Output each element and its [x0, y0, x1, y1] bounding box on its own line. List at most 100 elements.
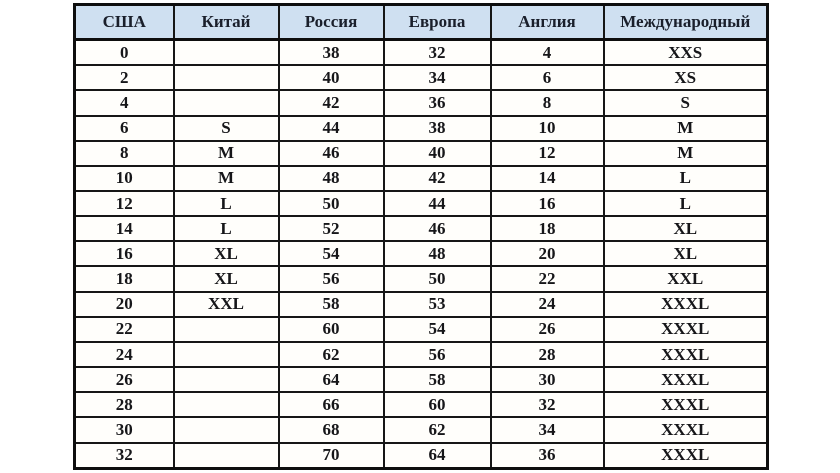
table-cell: 56 [382, 340, 492, 369]
table-cell: 18 [73, 265, 175, 293]
table-cell: XXXL [602, 391, 769, 419]
table-cell: 32 [382, 38, 492, 67]
table-cell: 42 [277, 89, 385, 117]
table-cell: 40 [382, 139, 492, 167]
table-cell: 66 [277, 391, 385, 419]
table-cell: L [172, 190, 280, 218]
table-cell: 14 [489, 164, 605, 193]
table-cell: 34 [489, 416, 605, 444]
table-cell [172, 366, 280, 394]
table-cell: XXS [602, 38, 769, 67]
table-cell: 44 [277, 114, 385, 142]
table-row: 10 M 48 42 14 L [73, 164, 769, 193]
table-row: 32 70 64 36 XXXL [73, 441, 769, 470]
table-cell: 54 [277, 240, 385, 268]
table-cell: 10 [73, 164, 175, 193]
table-cell: XXL [602, 265, 769, 293]
table-cell: 36 [489, 441, 605, 470]
table-cell: 24 [73, 340, 175, 369]
table-cell [172, 89, 280, 117]
table-cell: 46 [277, 139, 385, 167]
table-body: 0 38 32 4 XXS 2 40 34 6 XS 4 42 36 8 S 6 S 44 38 10 M 8 M 46 40 1… [73, 38, 769, 470]
table-row: 0 38 32 4 XXS [73, 38, 769, 67]
table-cell: 62 [277, 340, 385, 369]
table-cell: 34 [382, 64, 492, 92]
table-cell: 52 [277, 215, 385, 243]
table-row: 20 XXL 58 53 24 XXXL [73, 290, 769, 318]
table-cell: XXXL [602, 340, 769, 369]
table-cell: 50 [277, 190, 385, 218]
table-row: 2 40 34 6 XS [73, 64, 769, 92]
table-cell: 30 [489, 366, 605, 394]
table-cell [172, 315, 280, 343]
table-cell: L [602, 164, 769, 193]
table-cell: 4 [73, 89, 175, 117]
table-cell: 48 [382, 240, 492, 268]
table-cell: 0 [73, 38, 175, 67]
table-cell: 62 [382, 416, 492, 444]
table-cell: 40 [277, 64, 385, 92]
header-row: США Китай Россия Европа Англия Международный [73, 3, 769, 41]
table-cell: XXXL [602, 416, 769, 444]
table-cell: 60 [277, 315, 385, 343]
table-cell: 58 [382, 366, 492, 394]
table-cell: 53 [382, 290, 492, 318]
table-row: 12 L 50 44 16 L [73, 190, 769, 218]
table-row: 26 64 58 30 XXXL [73, 366, 769, 394]
size-conversion-table: США Китай Россия Европа Англия Международный … [73, 3, 769, 470]
table-cell: 54 [382, 315, 492, 343]
table-cell: 30 [73, 416, 175, 444]
table-cell: 46 [382, 215, 492, 243]
table-cell: 8 [73, 139, 175, 167]
table-cell: 16 [73, 240, 175, 268]
table-cell: 48 [277, 164, 385, 193]
table-cell: XXXL [602, 366, 769, 394]
table-cell: 58 [277, 290, 385, 318]
table-row: 28 66 60 32 XXXL [73, 391, 769, 419]
table-cell: XXXL [602, 441, 769, 470]
table-cell: 20 [73, 290, 175, 318]
table-cell: M [602, 139, 769, 167]
table-cell: L [172, 215, 280, 243]
table-cell: 64 [277, 366, 385, 394]
table-row: 14 L 52 46 18 XL [73, 215, 769, 243]
table-row: 6 S 44 38 10 M [73, 114, 769, 142]
table-cell: 26 [489, 315, 605, 343]
table-row: 30 68 62 34 XXXL [73, 416, 769, 444]
table-cell: S [602, 89, 769, 117]
table-cell: 8 [489, 89, 605, 117]
table-cell: 18 [489, 215, 605, 243]
table-cell: XXL [172, 290, 280, 318]
column-header: Россия [277, 3, 385, 41]
table-cell: 64 [382, 441, 492, 470]
column-header: Международный [602, 3, 769, 41]
table-cell: 38 [277, 38, 385, 67]
column-header: Китай [172, 3, 280, 41]
table-cell: XL [602, 240, 769, 268]
column-header: Европа [382, 3, 492, 41]
table-cell: XS [602, 64, 769, 92]
table-cell: 2 [73, 64, 175, 92]
table-cell: 4 [489, 38, 605, 67]
table-cell: 38 [382, 114, 492, 142]
table-cell: S [172, 114, 280, 142]
table-cell: 36 [382, 89, 492, 117]
table-cell: 32 [489, 391, 605, 419]
table-cell: 24 [489, 290, 605, 318]
table-cell [172, 38, 280, 67]
table-cell: 70 [277, 441, 385, 470]
table-cell: 22 [73, 315, 175, 343]
table-cell: 12 [489, 139, 605, 167]
table-cell [172, 340, 280, 369]
table-cell [172, 441, 280, 470]
table-cell: M [172, 139, 280, 167]
table-row: 4 42 36 8 S [73, 89, 769, 117]
table-header: США Китай Россия Европа Англия Международный [73, 3, 769, 41]
column-header: США [73, 3, 175, 41]
table-cell: 28 [73, 391, 175, 419]
table-cell: 20 [489, 240, 605, 268]
table-cell: 68 [277, 416, 385, 444]
table-cell: 56 [277, 265, 385, 293]
table-row: 22 60 54 26 XXXL [73, 315, 769, 343]
